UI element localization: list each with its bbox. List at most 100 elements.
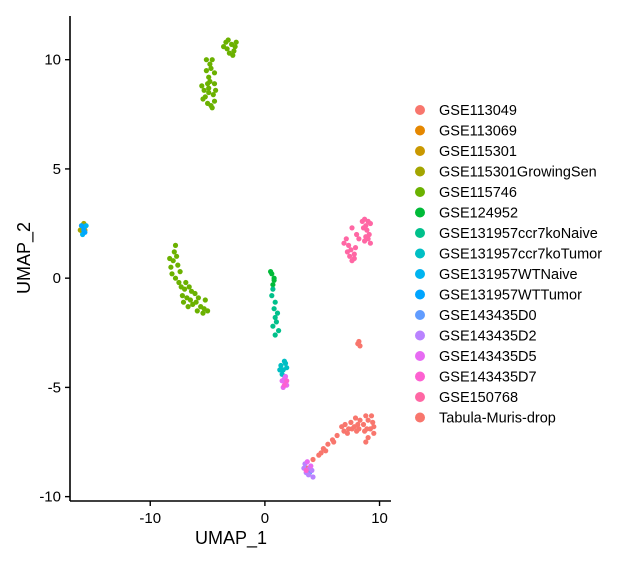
data-point — [356, 426, 362, 432]
data-point — [342, 421, 348, 428]
data-point — [201, 87, 207, 93]
legend-label: GSE131957WTTumor — [439, 288, 582, 304]
y-axis-title: UMAP_2 — [14, 222, 35, 294]
legend-swatch — [415, 351, 425, 361]
legend-item: GSE131957WTNaive — [415, 267, 578, 283]
data-point — [363, 234, 369, 240]
data-point — [352, 415, 359, 421]
ticks-layer: -10 0 10 -10 -5 0 5 10 — [39, 52, 388, 527]
data-point — [81, 227, 87, 233]
data-point — [370, 419, 376, 425]
data-point — [304, 459, 310, 465]
legend-swatch — [415, 310, 425, 320]
data-point — [209, 57, 215, 63]
legend-swatch — [415, 371, 425, 382]
legend-label: GSE150768 — [439, 390, 518, 406]
y-tick-label: 0 — [53, 270, 61, 287]
data-point — [226, 50, 232, 56]
legend-item: GSE124952 — [415, 206, 518, 222]
data-point — [303, 467, 309, 473]
data-point — [83, 223, 89, 229]
data-point — [281, 382, 287, 388]
data-point — [351, 251, 357, 257]
legend-label: GSE113069 — [439, 124, 517, 140]
legend-swatch — [415, 330, 425, 341]
data-point — [187, 297, 193, 303]
data-point — [323, 448, 329, 454]
legend-label: GSE131957WTNaive — [439, 267, 578, 283]
data-point — [194, 308, 200, 314]
data-point — [310, 456, 316, 463]
data-point — [186, 284, 192, 290]
data-point — [341, 428, 347, 434]
legend-item: Tabula-Muris-drop — [415, 411, 556, 427]
data-point — [371, 430, 377, 436]
data-point — [221, 44, 227, 50]
legend-label: GSE115746 — [439, 185, 517, 201]
points-layer — [77, 37, 377, 480]
data-point — [199, 83, 205, 89]
data-point — [207, 78, 213, 85]
legend-label: Tabula-Muris-drop — [439, 411, 556, 427]
legend-swatch — [415, 146, 425, 156]
data-point — [272, 314, 278, 321]
data-point — [347, 253, 353, 259]
legend-label: GSE143435D0 — [439, 308, 537, 324]
data-point — [354, 231, 360, 238]
data-point — [202, 94, 208, 100]
data-point — [274, 310, 281, 316]
y-tick-label: 5 — [53, 161, 61, 178]
data-point — [269, 293, 275, 299]
legend-label: GSE143435D2 — [439, 329, 537, 345]
data-point — [278, 362, 284, 369]
data-point — [211, 70, 218, 76]
legend-item: GSE131957ccr7koTumor — [415, 247, 602, 263]
legend-swatch — [415, 289, 425, 300]
data-point — [268, 269, 274, 275]
data-point — [182, 286, 188, 292]
x-axis-title: UMAP_1 — [195, 528, 267, 549]
data-point — [349, 426, 355, 432]
data-point — [343, 236, 349, 242]
data-point — [200, 310, 206, 316]
data-point — [210, 92, 216, 98]
data-point — [195, 295, 201, 301]
y-tick-label: 10 — [44, 52, 61, 69]
x-tick-label: 10 — [371, 510, 388, 527]
data-point — [276, 328, 282, 334]
data-point — [174, 253, 180, 259]
data-point — [364, 227, 370, 233]
data-point — [271, 277, 277, 283]
data-point — [346, 242, 352, 248]
data-point — [175, 262, 181, 268]
data-point — [193, 299, 199, 305]
data-point — [331, 439, 337, 445]
data-point — [310, 474, 316, 480]
data-point — [205, 308, 211, 314]
data-point — [78, 223, 85, 229]
data-point — [211, 81, 218, 87]
data-point — [362, 238, 368, 244]
data-point — [188, 288, 195, 294]
legend-item: GSE131957ccr7koNaive — [415, 226, 598, 242]
legend-item: GSE113069 — [415, 124, 517, 140]
data-point — [206, 74, 212, 80]
data-point — [183, 279, 189, 286]
data-point — [272, 332, 278, 338]
legend-item: GSE115746 — [415, 185, 517, 201]
data-point — [270, 286, 276, 292]
legend-swatch — [415, 392, 425, 402]
data-point — [277, 367, 283, 373]
legend-item: GSE131957WTTumor — [415, 288, 582, 304]
data-point — [206, 89, 212, 96]
data-point — [270, 282, 276, 288]
legend-item: GSE143435D7 — [415, 370, 537, 386]
x-tick-label: -10 — [139, 510, 161, 527]
data-point — [368, 413, 375, 419]
legend-swatch — [415, 166, 425, 177]
data-point — [202, 297, 208, 303]
data-point — [169, 271, 175, 277]
data-point — [272, 299, 278, 305]
data-point — [367, 220, 373, 227]
